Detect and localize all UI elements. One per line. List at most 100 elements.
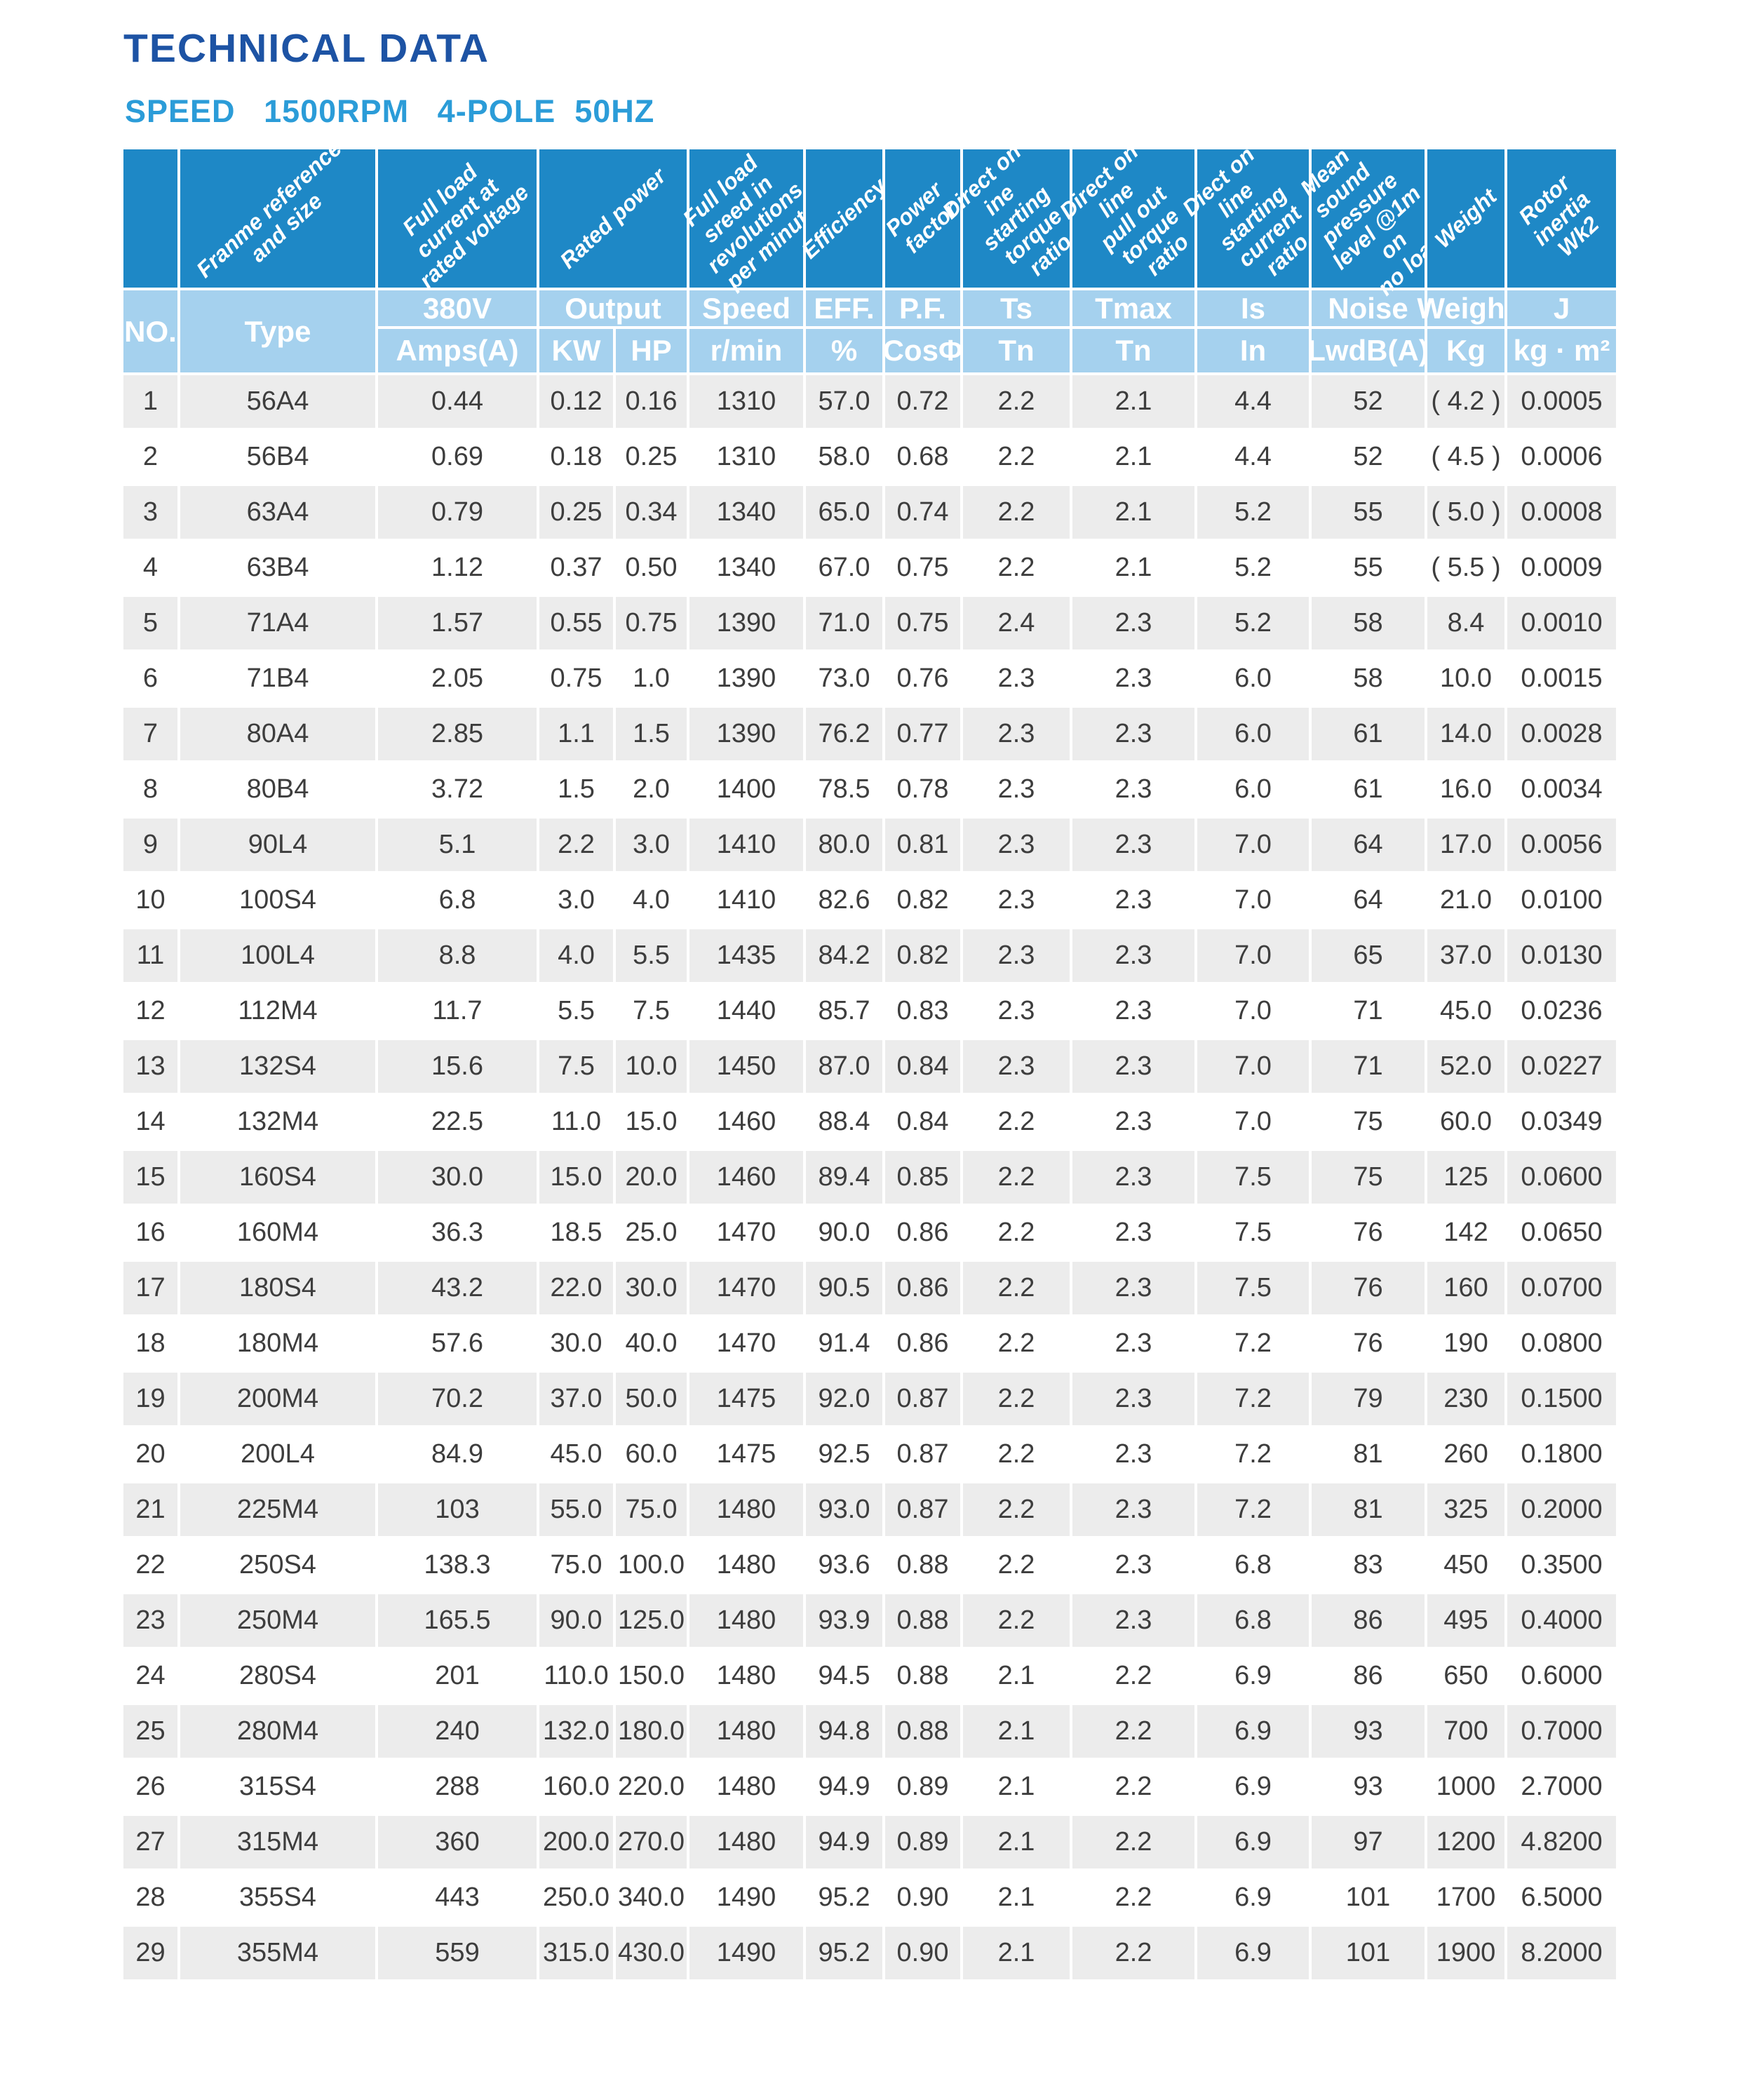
column-unit-tn: Tn: [1072, 329, 1194, 372]
table-cell-r13-c3: 15.6: [378, 1040, 537, 1093]
table-cell-r9-c2: 90L4: [180, 819, 375, 871]
table-cell-r9-c3: 5.1: [378, 819, 537, 871]
table-cell-r12-c2: 112M4: [180, 985, 375, 1037]
table-cell-r18-c8: 0.86: [885, 1317, 960, 1370]
table-cell-r1-c9: 2.2: [963, 375, 1070, 428]
column-header-speed: Speed: [689, 290, 803, 326]
table-cell-r15-c8: 0.85: [885, 1151, 960, 1204]
table-cell-r8-c10: 2.3: [1072, 763, 1194, 816]
table-cell-r21-c8: 0.87: [885, 1483, 960, 1536]
table-cell-r9-c5: 3.0: [616, 819, 687, 871]
table-cell-r10-c4: 3.0: [539, 874, 613, 927]
table-cell-r17-c11: 7.5: [1197, 1262, 1309, 1314]
table-cell-r22-c1: 22: [123, 1539, 177, 1591]
table-cell-r6-c13: 10.0: [1427, 652, 1504, 705]
table-cell-r11-c11: 7.0: [1197, 929, 1309, 982]
table-cell-r23-c11: 6.8: [1197, 1594, 1309, 1647]
table-cell-r16-c14: 0.0650: [1507, 1206, 1616, 1259]
table-cell-r16-c4: 18.5: [539, 1206, 613, 1259]
column-header-ts: Ts: [963, 290, 1070, 326]
table-cell-r8-c3: 3.72: [378, 763, 537, 816]
table-cell-r16-c1: 16: [123, 1206, 177, 1259]
column-header-380v: 380V: [378, 290, 537, 326]
table-cell-r24-c11: 6.9: [1197, 1650, 1309, 1702]
table-cell-r18-c11: 7.2: [1197, 1317, 1309, 1370]
table-cell-r10-c9: 2.3: [963, 874, 1070, 927]
table-cell-r3-c8: 0.74: [885, 486, 960, 539]
table-cell-r8-c7: 78.5: [806, 763, 882, 816]
table-cell-r12-c5: 7.5: [616, 985, 687, 1037]
table-cell-r5-c13: 8.4: [1427, 597, 1504, 649]
table-cell-r20-c7: 92.5: [806, 1428, 882, 1481]
table-cell-r29-c4: 315.0: [539, 1927, 613, 1979]
table-cell-r21-c7: 93.0: [806, 1483, 882, 1536]
column-header-pf: P.F.: [885, 290, 960, 326]
table-cell-r17-c10: 2.3: [1072, 1262, 1194, 1314]
table-cell-r12-c10: 2.3: [1072, 985, 1194, 1037]
table-cell-r19-c6: 1475: [689, 1373, 803, 1425]
table-cell-r14-c10: 2.3: [1072, 1096, 1194, 1148]
table-cell-r2-c5: 0.25: [616, 431, 687, 483]
table-cell-r22-c9: 2.2: [963, 1539, 1070, 1591]
table-cell-r4-c3: 1.12: [378, 541, 537, 594]
table-cell-r28-c5: 340.0: [616, 1871, 687, 1924]
table-cell-r12-c12: 71: [1312, 985, 1425, 1037]
table-cell-r24-c3: 201: [378, 1650, 537, 1702]
table-cell-r17-c6: 1470: [689, 1262, 803, 1314]
table-cell-r22-c8: 0.88: [885, 1539, 960, 1591]
table-cell-r22-c5: 100.0: [616, 1539, 687, 1591]
table-cell-r21-c14: 0.2000: [1507, 1483, 1616, 1536]
table-cell-r13-c11: 7.0: [1197, 1040, 1309, 1093]
column-unit-ampsa: Amps(A): [378, 329, 537, 372]
table-cell-r24-c12: 86: [1312, 1650, 1425, 1702]
table-cell-r6-c6: 1390: [689, 652, 803, 705]
column-header-eff: EFF.: [806, 290, 882, 326]
table-cell-r1-c12: 52: [1312, 375, 1425, 428]
table-cell-r6-c5: 1.0: [616, 652, 687, 705]
table-cell-r24-c8: 0.88: [885, 1650, 960, 1702]
table-cell-r18-c13: 190: [1427, 1317, 1504, 1370]
table-cell-r10-c13: 21.0: [1427, 874, 1504, 927]
table-cell-r19-c10: 2.3: [1072, 1373, 1194, 1425]
diagonal-header-full-load-speed: Full load sreed in revolutions per minut…: [678, 149, 822, 294]
table-cell-r16-c6: 1470: [689, 1206, 803, 1259]
table-cell-r5-c3: 1.57: [378, 597, 537, 649]
diagonal-header-full-load-current: Full load current at rated voltage: [378, 149, 537, 293]
table-cell-r28-c9: 2.1: [963, 1871, 1070, 1924]
table-cell-r16-c5: 25.0: [616, 1206, 687, 1259]
table-cell-r4-c7: 67.0: [806, 541, 882, 594]
table-cell-r20-c9: 2.2: [963, 1428, 1070, 1481]
table-cell-r23-c7: 93.9: [806, 1594, 882, 1647]
table-cell-r2-c14: 0.0006: [1507, 431, 1616, 483]
column-unit-kw: KW: [539, 329, 613, 372]
table-cell-r1-c10: 2.1: [1072, 375, 1194, 428]
column-header-is: Is: [1197, 290, 1309, 326]
table-cell-r1-c14: 0.0005: [1507, 375, 1616, 428]
column-unit-tn: Tn: [963, 329, 1070, 372]
table-cell-r13-c7: 87.0: [806, 1040, 882, 1093]
table-cell-r29-c8: 0.90: [885, 1927, 960, 1979]
table-cell-r5-c2: 71A4: [180, 597, 375, 649]
table-cell-r24-c1: 24: [123, 1650, 177, 1702]
table-cell-r3-c6: 1340: [689, 486, 803, 539]
table-cell-r14-c9: 2.2: [963, 1096, 1070, 1148]
table-cell-r26-c7: 94.9: [806, 1760, 882, 1813]
table-cell-r7-c7: 76.2: [806, 708, 882, 760]
table-cell-r16-c3: 36.3: [378, 1206, 537, 1259]
table-cell-r18-c4: 30.0: [539, 1317, 613, 1370]
table-cell-r12-c9: 2.3: [963, 985, 1070, 1037]
table-cell-r14-c1: 14: [123, 1096, 177, 1148]
table-cell-r9-c13: 17.0: [1427, 819, 1504, 871]
table-cell-r4-c2: 63B4: [180, 541, 375, 594]
table-cell-r3-c13: ( 5.0 ): [1427, 486, 1504, 539]
table-cell-r2-c2: 56B4: [180, 431, 375, 483]
table-cell-r19-c9: 2.2: [963, 1373, 1070, 1425]
column-header-tmax: Tmax: [1072, 290, 1194, 326]
table-cell-r18-c6: 1470: [689, 1317, 803, 1370]
table-cell-r9-c10: 2.3: [1072, 819, 1194, 871]
table-cell-r8-c2: 80B4: [180, 763, 375, 816]
table-cell-r20-c8: 0.87: [885, 1428, 960, 1481]
table-cell-r4-c10: 2.1: [1072, 541, 1194, 594]
table-cell-r2-c12: 52: [1312, 431, 1425, 483]
table-cell-r18-c14: 0.0800: [1507, 1317, 1616, 1370]
